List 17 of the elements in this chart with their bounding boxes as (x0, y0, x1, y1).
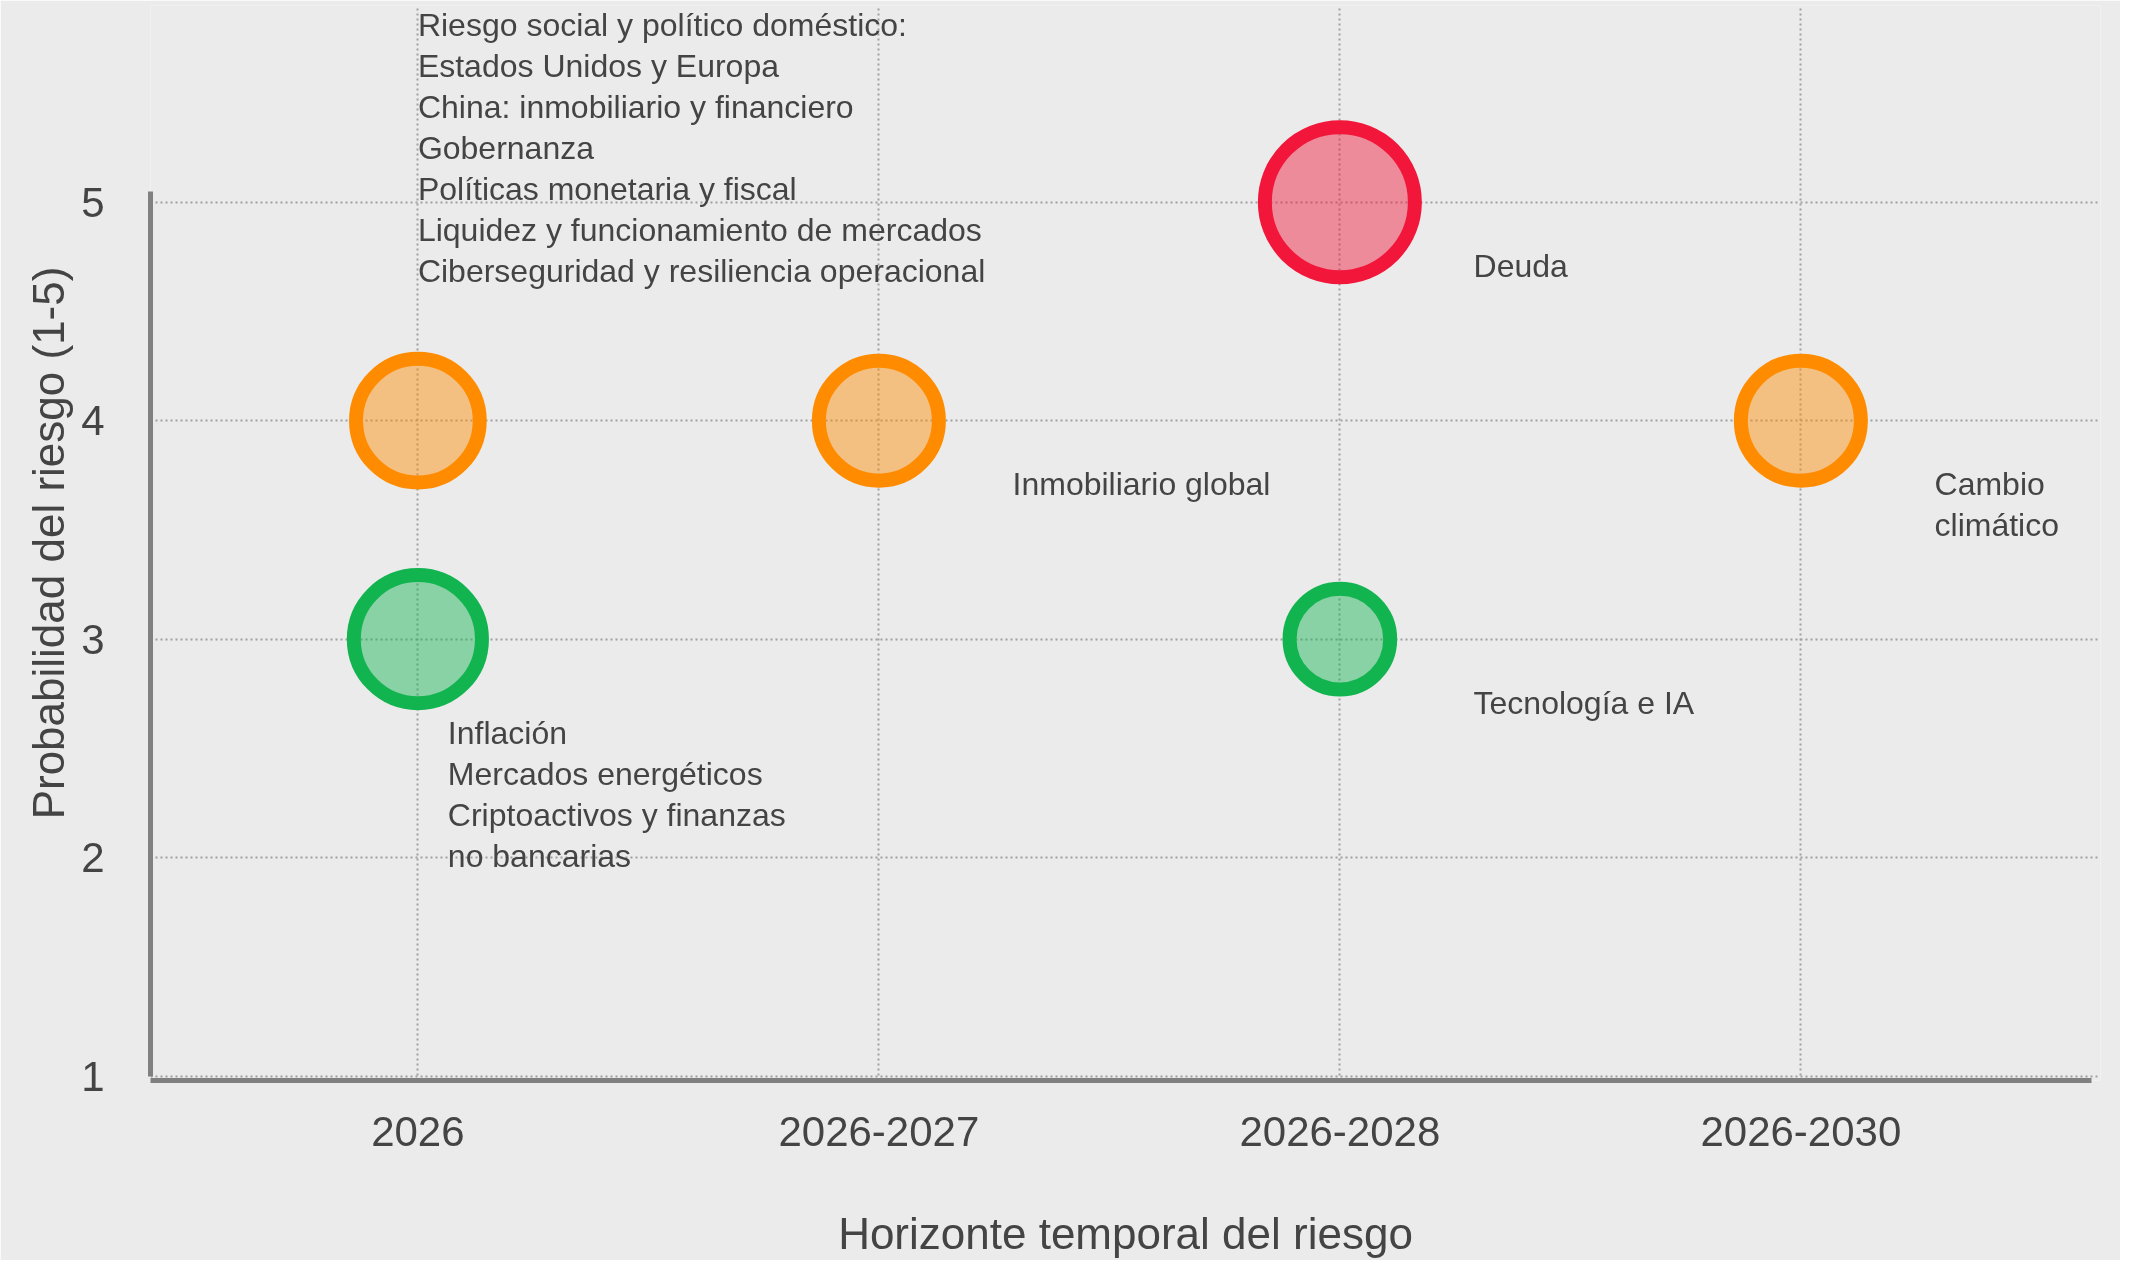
y-tick-label: 5 (81, 178, 105, 226)
text: Riesgo social y político doméstico: Estados Unidos y Europa China: inmobiliario y financiero Gobernanza Políticas monetaria y fiscal Liquidez y funcionamiento de mercados Ciberseguridad y resiliencia operacional (417, 7, 986, 289)
x-tick-label: 2026-2028 (1239, 1107, 1441, 1155)
y-tick-label: 3 (81, 615, 105, 663)
text: Deuda (1473, 247, 1569, 284)
y-axis-title: Probabilidad del riesgo (1-5) (24, 266, 74, 820)
x-tick-label: 2026-2027 (778, 1107, 980, 1155)
y-tick-label: 2 (81, 834, 105, 882)
x-tick-label: 2026 (371, 1107, 465, 1155)
series-label: Inflación Mercados energéticos Criptoactivos y finanzas no bancarias (447, 715, 786, 874)
y-tick-label: 4 (81, 397, 105, 445)
text: Cambio climático (1934, 466, 2060, 544)
text: Tecnología e IA (1473, 684, 1695, 721)
y-tick-label: 1 (81, 1052, 105, 1100)
x-axis-title: Horizonte temporal del riesgo (838, 1208, 1413, 1258)
text: Inmobiliario global (1012, 466, 1271, 503)
x-tick-label: 2026-2030 (1700, 1107, 1902, 1155)
